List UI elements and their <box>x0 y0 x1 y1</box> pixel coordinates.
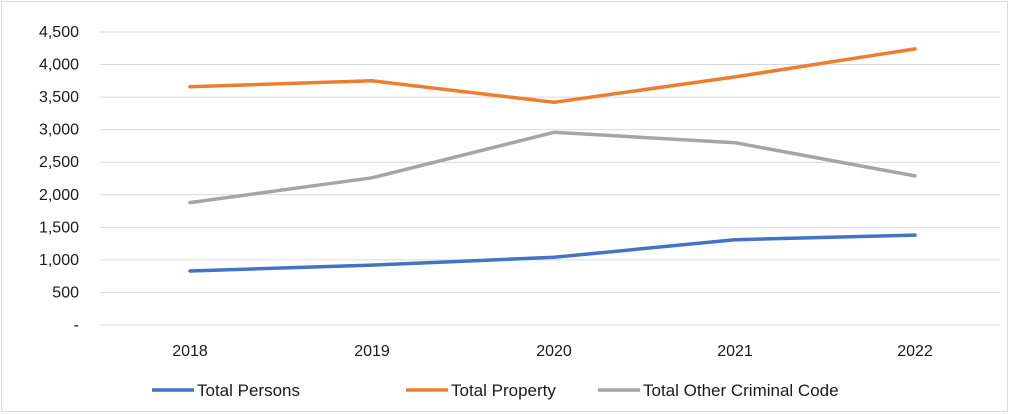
x-tick-label: 2019 <box>354 343 390 360</box>
legend-label: Total Property <box>451 381 556 400</box>
y-tick-label: 1,500 <box>39 219 79 236</box>
y-axis-labels: - 500 1,000 1,500 2,000 2,500 3,000 3,500 4,000 4… <box>39 24 79 334</box>
y-tick-label: 500 <box>52 284 79 301</box>
y-tick-label: 4,500 <box>39 24 79 41</box>
y-tick-label: 3,000 <box>39 122 79 139</box>
series-lines <box>188 47 917 273</box>
y-tick-label: - <box>74 317 79 334</box>
series-line-total-persons <box>188 233 917 273</box>
series-line-total-property <box>188 47 917 105</box>
y-tick-label: 1,000 <box>39 252 79 269</box>
legend: Total Persons Total Property Total Other C… <box>152 381 839 400</box>
y-tick-label: 2,000 <box>39 187 79 204</box>
x-tick-label: 2020 <box>536 343 572 360</box>
x-tick-label: 2022 <box>897 343 933 360</box>
y-tick-label: 3,500 <box>39 89 79 106</box>
y-tick-label: 4,000 <box>39 57 79 74</box>
legend-label: Total Persons <box>197 381 300 400</box>
legend-label: Total Other Criminal Code <box>643 381 839 400</box>
x-tick-label: 2021 <box>717 343 753 360</box>
series-line-total-other-criminal-code <box>188 130 917 205</box>
x-tick-label: 2018 <box>172 343 208 360</box>
x-axis-labels: 2018 2019 2020 2021 2022 <box>172 343 933 360</box>
gridlines <box>100 31 1000 326</box>
y-tick-label: 2,500 <box>39 154 79 171</box>
